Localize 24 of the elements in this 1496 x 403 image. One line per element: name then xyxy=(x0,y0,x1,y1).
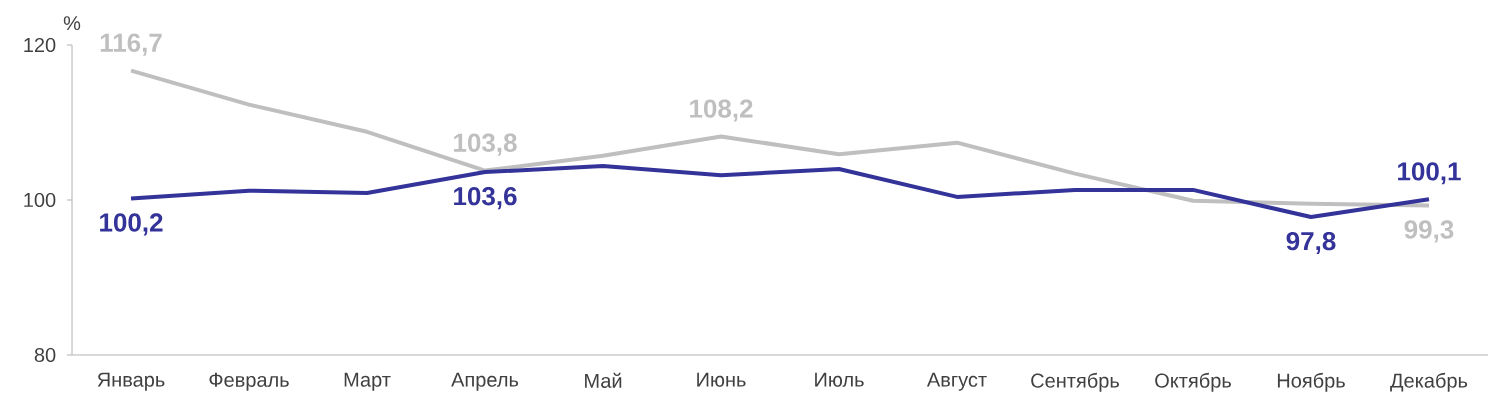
x-tick-label: Январь xyxy=(97,372,165,391)
x-tick-label: Апрель xyxy=(451,372,519,391)
x-tick-label: Июнь xyxy=(697,372,746,387)
x-tick-label: Сентябрь xyxy=(1031,372,1119,392)
data-label: 100,1 xyxy=(1398,162,1461,185)
data-label: 100,2 xyxy=(100,213,163,236)
x-tick-label: Май xyxy=(585,372,622,388)
x-tick-label: Ноябрь xyxy=(1277,372,1345,392)
x-tick-label: Декабрь xyxy=(1390,372,1468,392)
y-tick-label: 100 xyxy=(24,192,56,208)
x-tick-label: Февраль xyxy=(209,372,289,391)
y-tick-label: 80 xyxy=(34,347,56,363)
data-label: 97,8 xyxy=(1286,231,1336,255)
data-label: 108,2 xyxy=(690,99,753,122)
x-tick-label: Октябрь xyxy=(1155,372,1231,392)
data-label: 99,3 xyxy=(1404,220,1454,243)
data-label: 116,7 xyxy=(100,33,162,56)
data-label: 103,6 xyxy=(454,186,517,210)
x-tick-label: Август xyxy=(926,372,987,391)
y-tick-label: 120 xyxy=(24,37,56,53)
y-axis-title: % xyxy=(63,16,81,31)
x-tick-label: Март xyxy=(344,372,391,391)
x-tick-label: Июль xyxy=(815,372,864,387)
data-label: 103,8 xyxy=(454,133,517,156)
